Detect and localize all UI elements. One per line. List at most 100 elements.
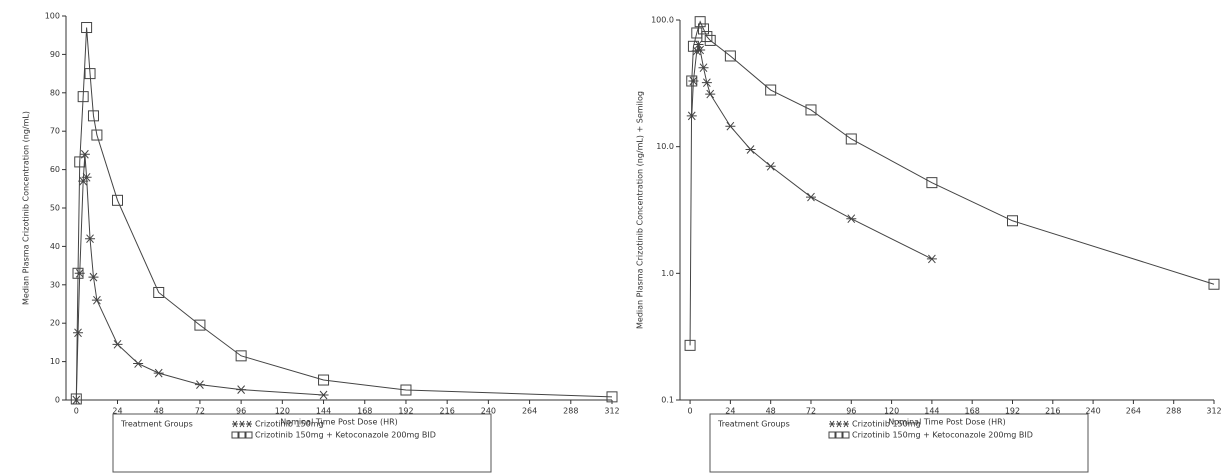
legend-title: Treatment Groups — [120, 420, 193, 429]
y-tick-label: 0.1 — [661, 396, 674, 405]
square-marker — [91, 129, 103, 141]
square-marker — [606, 391, 618, 403]
square-marker — [724, 50, 736, 62]
legend-symbol — [231, 431, 239, 439]
legend-symbol — [238, 431, 246, 439]
square-marker — [87, 110, 99, 122]
x-tick-label: 24 — [725, 407, 735, 416]
x-tick-label: 96 — [846, 407, 856, 416]
square-marker — [926, 177, 938, 189]
square-marker — [318, 374, 330, 386]
star-marker — [194, 380, 205, 389]
square-marker — [805, 104, 817, 116]
square-marker — [235, 350, 247, 362]
series-line — [689, 20, 1215, 346]
x-tick-label: 72 — [806, 407, 816, 416]
square-marker — [153, 286, 165, 298]
square-marker — [400, 384, 412, 396]
star-marker — [85, 234, 96, 244]
x-tick-label: 168 — [357, 407, 372, 416]
y-tick-label: 30 — [50, 280, 60, 289]
legend-symbol — [843, 420, 849, 428]
y-tick-label: 0 — [55, 396, 60, 405]
square-marker — [704, 34, 716, 46]
legend-symbol — [245, 431, 253, 439]
y-tick-label: 100 — [45, 12, 60, 21]
star-marker — [695, 45, 706, 55]
legend-label: Crizotinib 150mg + Ketoconazole 200mg BI… — [852, 431, 1033, 440]
x-tick-label: 216 — [440, 407, 455, 416]
y-tick-label: 70 — [50, 127, 60, 136]
star-marker — [236, 385, 247, 394]
star-marker — [88, 272, 99, 282]
square-marker — [765, 84, 777, 96]
x-tick-label: 144 — [316, 407, 331, 416]
square-marker — [1006, 215, 1018, 227]
star-marker — [725, 121, 736, 131]
square-marker — [77, 91, 89, 103]
square-marker — [1208, 278, 1220, 290]
x-tick-label: 312 — [1206, 407, 1221, 416]
star-marker — [698, 63, 709, 73]
series-line — [691, 42, 933, 260]
star-marker — [71, 395, 82, 405]
legend-symbol — [239, 420, 245, 428]
x-tick-label: 216 — [1045, 407, 1060, 416]
square-marker — [72, 267, 84, 279]
x-tick-label: 120 — [275, 407, 290, 416]
legend-symbol — [836, 420, 842, 428]
x-tick-label: 288 — [1166, 407, 1181, 416]
square-marker — [694, 16, 706, 28]
x-tick-label: 120 — [884, 407, 899, 416]
series-line — [75, 27, 613, 399]
y-tick-label: 20 — [50, 319, 60, 328]
y-tick-label: 40 — [50, 242, 60, 251]
x-tick-label: 0 — [74, 407, 79, 416]
legend-title: Treatment Groups — [717, 420, 790, 429]
star-marker — [73, 328, 84, 338]
legend-symbol — [246, 420, 252, 428]
star-marker — [153, 368, 164, 378]
square-marker — [687, 40, 699, 52]
x-tick-label: 48 — [154, 407, 164, 416]
x-tick-label: 288 — [563, 407, 578, 416]
square-marker — [112, 194, 124, 206]
star-marker — [745, 145, 756, 154]
legend-symbol — [828, 431, 836, 439]
y-tick-label: 10 — [50, 357, 60, 366]
x-tick-label: 192 — [1005, 407, 1020, 416]
x-tick-label: 240 — [1085, 407, 1100, 416]
square-marker — [84, 68, 96, 80]
star-marker — [846, 214, 857, 224]
x-tick-label: 312 — [604, 407, 619, 416]
x-tick-label: 168 — [965, 407, 980, 416]
legend-symbol — [842, 431, 850, 439]
x-tick-label: 96 — [236, 407, 246, 416]
star-marker — [112, 339, 123, 349]
square-marker — [194, 319, 206, 331]
legend-label: Crizotinib 150mg + Ketoconazole 200mg BI… — [255, 431, 436, 440]
square-marker — [845, 133, 857, 145]
x-tick-label: 264 — [1126, 407, 1141, 416]
series-line — [75, 154, 324, 401]
legend-symbol — [232, 420, 238, 428]
legend-symbol — [835, 431, 843, 439]
y-tick-label: 10.0 — [656, 142, 674, 151]
x-axis-label: Nominal Time Post Dose (HR) — [280, 418, 398, 427]
star-marker — [705, 89, 716, 99]
legend-box — [112, 413, 492, 473]
x-tick-label: 240 — [481, 407, 496, 416]
legend-label: Crizotinib 150mg — [852, 420, 921, 429]
star-marker — [805, 192, 816, 202]
x-tick-label: 192 — [398, 407, 413, 416]
y-tick-label: 50 — [50, 204, 60, 213]
star-marker — [91, 295, 102, 305]
y-tick-label: 80 — [50, 88, 60, 97]
x-tick-label: 24 — [112, 407, 122, 416]
x-tick-label: 48 — [766, 407, 776, 416]
y-tick-label: 100.0 — [651, 16, 674, 25]
square-marker — [684, 339, 696, 351]
square-marker — [70, 393, 82, 405]
x-tick-label: 264 — [522, 407, 537, 416]
